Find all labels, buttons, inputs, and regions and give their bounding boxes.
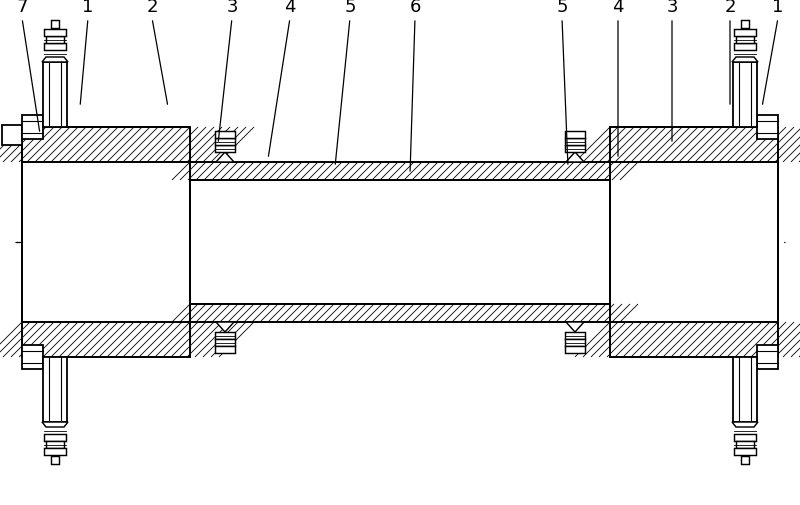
Bar: [51, 456, 59, 464]
Polygon shape: [216, 153, 234, 163]
Bar: [2, 126, 22, 146]
Text: 2: 2: [724, 0, 736, 16]
Bar: [215, 332, 235, 339]
Bar: [22, 345, 43, 369]
Bar: [734, 434, 756, 441]
Bar: [610, 128, 778, 163]
Bar: [215, 146, 235, 153]
Bar: [22, 128, 190, 358]
Bar: [565, 339, 585, 346]
Bar: [51, 21, 59, 29]
Text: 4: 4: [612, 0, 624, 16]
Bar: [44, 434, 66, 441]
Bar: [734, 30, 756, 37]
Bar: [741, 456, 749, 464]
Bar: [736, 441, 754, 448]
Text: 5: 5: [556, 0, 568, 16]
Bar: [43, 358, 67, 422]
Bar: [610, 128, 778, 358]
Bar: [734, 44, 756, 51]
Text: 3: 3: [666, 0, 678, 16]
Polygon shape: [42, 422, 68, 427]
Polygon shape: [732, 422, 758, 427]
Polygon shape: [42, 58, 68, 63]
Text: 4: 4: [284, 0, 296, 16]
Text: 3: 3: [226, 0, 238, 16]
Polygon shape: [732, 58, 758, 63]
Bar: [734, 448, 756, 455]
Bar: [610, 322, 778, 358]
Polygon shape: [566, 153, 584, 163]
Polygon shape: [216, 322, 234, 332]
Bar: [565, 132, 585, 139]
Text: 5: 5: [344, 0, 356, 16]
Bar: [757, 345, 778, 369]
Text: 1: 1: [82, 0, 94, 16]
Bar: [190, 305, 610, 322]
Bar: [43, 63, 67, 128]
Bar: [733, 358, 757, 422]
Bar: [46, 37, 64, 44]
Bar: [44, 30, 66, 37]
Text: 7: 7: [16, 0, 28, 16]
Text: 2: 2: [146, 0, 158, 16]
Bar: [44, 448, 66, 455]
Bar: [215, 346, 235, 353]
Bar: [565, 346, 585, 353]
Bar: [44, 44, 66, 51]
Bar: [733, 63, 757, 128]
Bar: [215, 339, 235, 346]
Bar: [565, 332, 585, 339]
Bar: [215, 139, 235, 146]
Bar: [46, 441, 64, 448]
Bar: [22, 128, 190, 163]
Text: 1: 1: [772, 0, 784, 16]
Bar: [565, 146, 585, 153]
Bar: [565, 139, 585, 146]
Bar: [741, 21, 749, 29]
Polygon shape: [566, 322, 584, 332]
Bar: [22, 322, 190, 358]
Bar: [736, 37, 754, 44]
Bar: [757, 116, 778, 140]
Bar: [190, 181, 610, 305]
Bar: [190, 163, 610, 181]
Bar: [215, 132, 235, 139]
Text: 6: 6: [410, 0, 421, 16]
Bar: [22, 116, 43, 140]
